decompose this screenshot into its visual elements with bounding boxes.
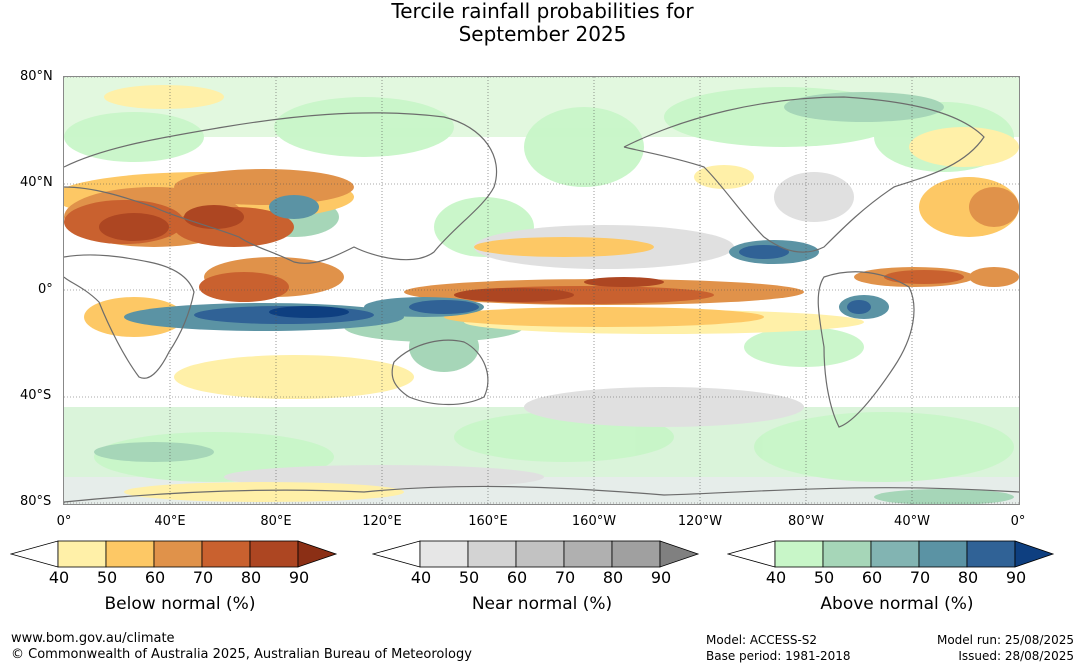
tick-label: 90: [650, 568, 672, 587]
tick-label: 40: [765, 568, 787, 587]
colorbar-bin: [57, 540, 107, 568]
lon-label-0-east: 0°: [1010, 514, 1026, 529]
tick-label: 40: [48, 568, 70, 587]
colorbar-bin: [822, 540, 872, 568]
footer-left: www.bom.gov.au/climate © Commonwealth of…: [11, 631, 472, 663]
colorbar-upper-arrow: [1014, 540, 1055, 568]
colorbar-bin: [611, 540, 661, 568]
colorbar-below-normal-svg: [10, 540, 338, 568]
colorbar-bin: [105, 540, 155, 568]
colorbar-bin: [515, 540, 565, 568]
lon-label-40e: 40°E: [154, 514, 186, 529]
footer-dates: Model run: 25/08/2025 Issued: 28/08/2025: [880, 632, 1074, 664]
colorbar-lower-arrow: [727, 540, 776, 568]
colorbar-above-normal-svg: [727, 540, 1055, 568]
colorbar-bin: [966, 540, 1016, 568]
colorbar-below-normal: [10, 540, 350, 570]
tick-label: 60: [861, 568, 883, 587]
colorbar-bin: [153, 540, 203, 568]
colorbar-near-normal-svg: [372, 540, 700, 568]
tick-label: 80: [602, 568, 624, 587]
lon-label-40w: 40°W: [894, 514, 930, 529]
copyright-text: © Commonwealth of Australia 2025, Austra…: [11, 647, 472, 662]
colorbar-above-normal-title: Above normal (%): [820, 594, 974, 614]
map-title: Tercile rainfall probabilities for Septe…: [0, 0, 1085, 46]
title-line-1: Tercile rainfall probabilities for: [391, 0, 694, 23]
colorbar-lower-arrow: [10, 540, 59, 568]
lat-label-40s: 40°S: [20, 388, 52, 403]
colorbar-bin: [870, 540, 920, 568]
tick-label: 50: [96, 568, 118, 587]
colorbar-near-normal: [372, 540, 712, 570]
colorbar-above-normal: [727, 540, 1067, 570]
tick-label: 50: [813, 568, 835, 587]
lat-label-80n: 80°N: [20, 69, 53, 84]
colorbar-near-normal-title: Near normal (%): [471, 594, 613, 614]
colorbar-bin: [918, 540, 968, 568]
tick-label: 80: [957, 568, 979, 587]
colorbar-lower-arrow: [372, 540, 421, 568]
colorbar-upper-arrow: [659, 540, 700, 568]
lon-label-120e: 120°E: [362, 514, 402, 529]
lon-label-120w: 120°W: [677, 514, 723, 529]
tick-label: 50: [458, 568, 480, 587]
colorbar-bin: [419, 540, 469, 568]
base-period: Base period: 1981-2018: [706, 649, 851, 663]
tick-label: 70: [909, 568, 931, 587]
colorbar-bin: [249, 540, 299, 568]
tick-label: 70: [554, 568, 576, 587]
lat-label-80s: 80°S: [20, 494, 52, 509]
map-canvas: [64, 77, 1019, 504]
colorbar-bin: [774, 540, 824, 568]
tick-label: 90: [1005, 568, 1027, 587]
colorbar-bin: [467, 540, 517, 568]
lon-label-80w: 80°W: [788, 514, 824, 529]
tick-label: 80: [240, 568, 262, 587]
lon-label-160e: 160°E: [468, 514, 508, 529]
model-name: Model: ACCESS-S2: [706, 633, 818, 647]
tick-label: 60: [144, 568, 166, 587]
bom-climate-link[interactable]: www.bom.gov.au/climate: [11, 631, 175, 646]
title-line-2: September 2025: [458, 22, 627, 46]
lon-label-80e: 80°E: [260, 514, 292, 529]
colorbar-bin: [563, 540, 613, 568]
rainfall-probability-map: [63, 76, 1020, 505]
model-run-date: Model run: 25/08/2025: [936, 633, 1074, 647]
colorbar-upper-arrow: [297, 540, 338, 568]
colorbar-bin: [201, 540, 251, 568]
colorbar-below-normal-title: Below normal (%): [104, 594, 256, 614]
tick-label: 60: [506, 568, 528, 587]
lat-label-40n: 40°N: [20, 175, 53, 190]
lon-label-0: 0°: [56, 514, 72, 529]
tick-label: 90: [288, 568, 310, 587]
lon-label-160w: 160°W: [571, 514, 617, 529]
tick-label: 40: [410, 568, 432, 587]
footer-model-info: Model: ACCESS-S2 Base period: 1981-2018: [706, 632, 851, 664]
lat-label-0: 0°: [38, 282, 53, 297]
tick-label: 70: [192, 568, 214, 587]
issued-date: Issued: 28/08/2025: [958, 649, 1074, 663]
